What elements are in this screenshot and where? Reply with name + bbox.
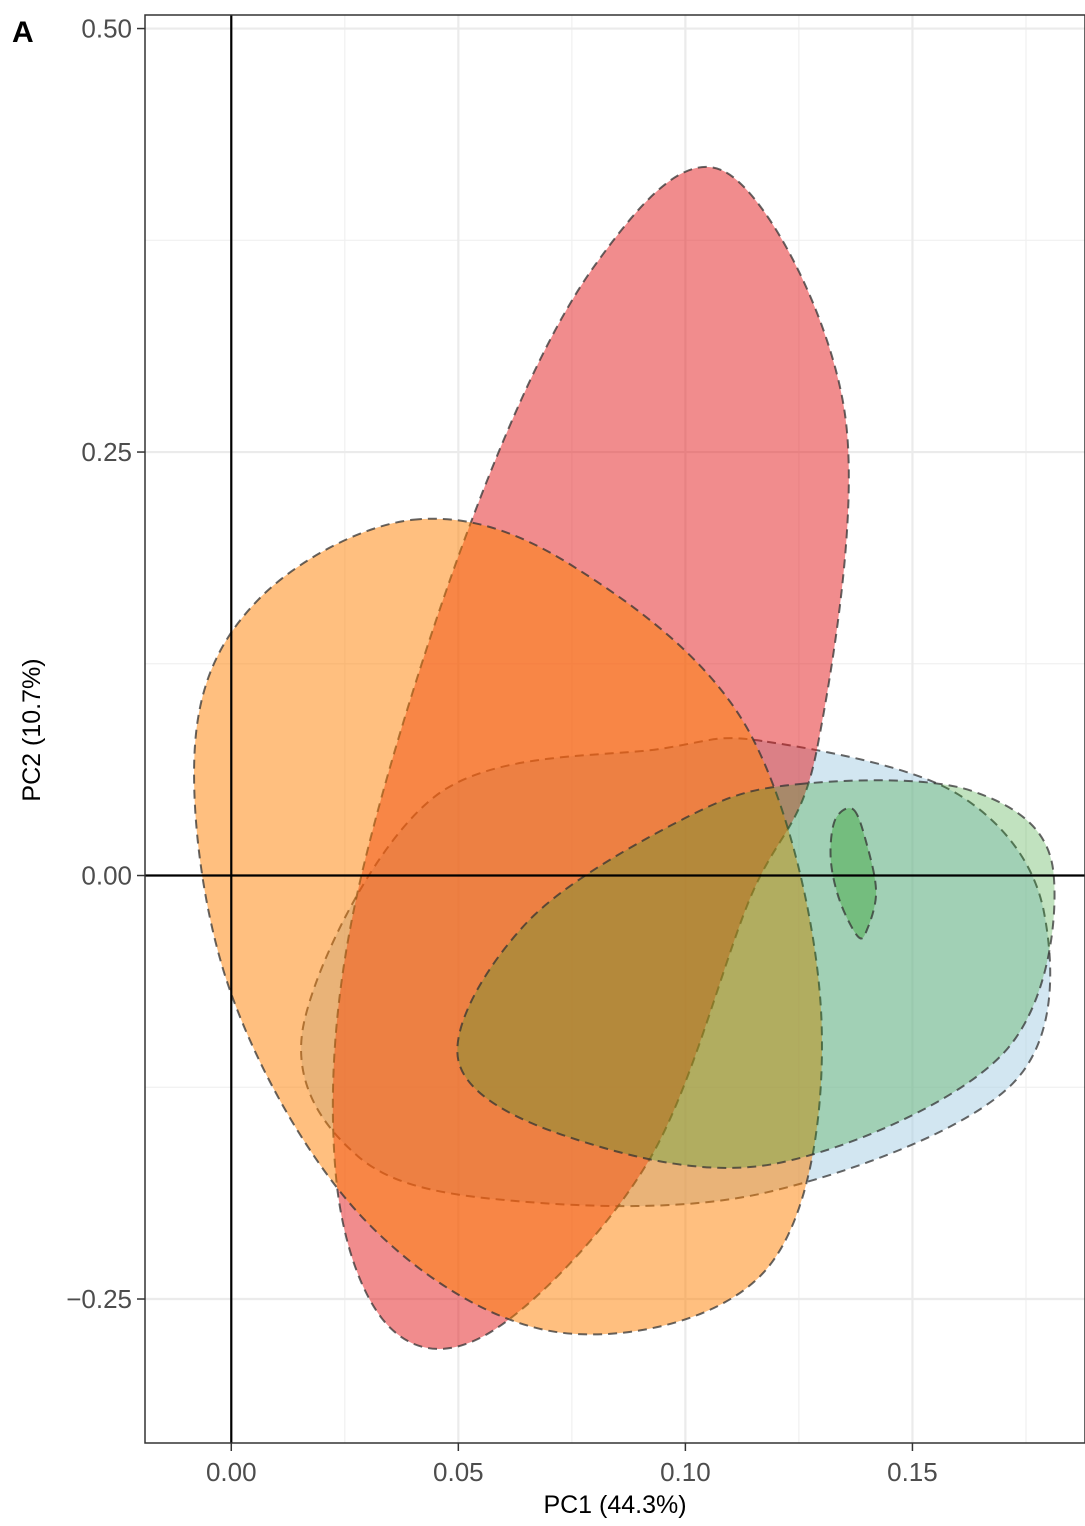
x-tick-label: 0.05 <box>433 1457 484 1487</box>
y-tick-label: −0.25 <box>66 1284 132 1314</box>
y-tick-label: 0.50 <box>81 14 132 44</box>
tick-layer: 0.00 0.05 0.10 0.15 −0.25 0.00 0.25 0.50 <box>66 14 938 1487</box>
y-axis-title: PC2 (10.7%) <box>18 658 46 801</box>
confidence-ellipse-3 <box>193 517 823 1336</box>
confidence-ellipse-4 <box>456 779 1056 1169</box>
x-tick-label: 0.10 <box>660 1457 711 1487</box>
panel-label: A <box>12 16 34 49</box>
y-tick-label: 0.25 <box>81 437 132 467</box>
x-tick-label: 0.00 <box>206 1457 257 1487</box>
x-axis-title: PC1 (44.3%) <box>543 1491 686 1519</box>
reference-lines <box>145 15 1085 1443</box>
confidence-ellipse-5 <box>829 807 878 940</box>
ellipse-layer <box>193 165 1056 1350</box>
y-tick-label: 0.00 <box>81 861 132 891</box>
x-tick-label: 0.15 <box>887 1457 938 1487</box>
panel-border <box>144 14 1085 1444</box>
